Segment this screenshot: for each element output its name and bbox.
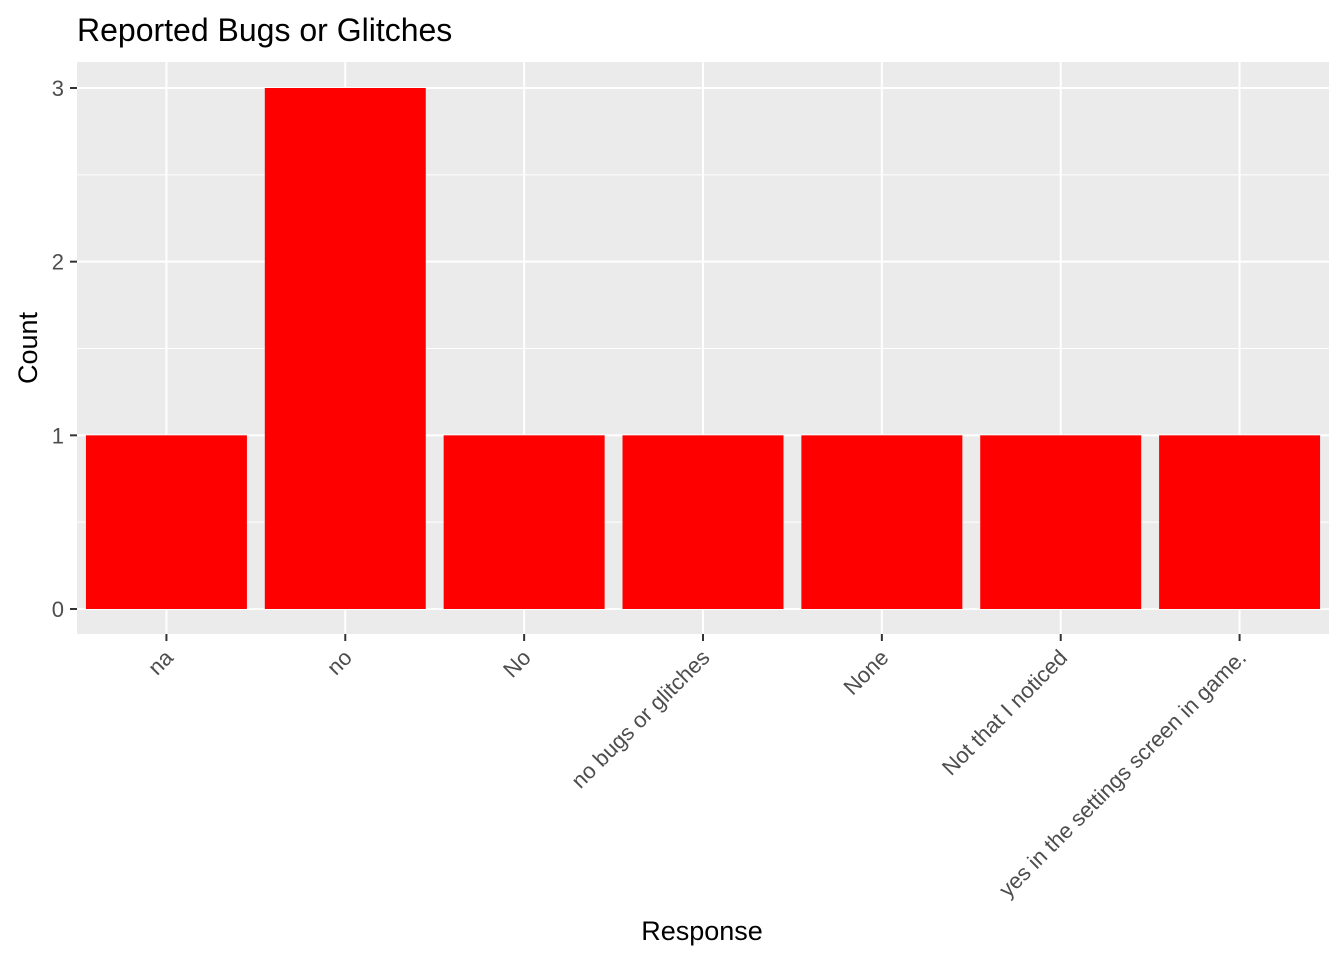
x-tick-label: no bugs or glitches: [566, 645, 714, 793]
x-tick-label: no: [322, 645, 357, 680]
bar: [443, 435, 605, 609]
x-tick-label: Not that I noticed: [937, 645, 1072, 780]
y-tick-label: 1: [52, 423, 64, 448]
y-axis-title: Count: [13, 311, 43, 384]
bar: [85, 435, 247, 609]
x-tick-label: None: [839, 645, 894, 700]
x-axis: na no No no bugs or glitches None Not that I …: [143, 634, 1251, 902]
bar: [801, 435, 963, 609]
bar: [622, 435, 784, 609]
y-tick-label: 3: [52, 76, 64, 101]
bar: [1159, 435, 1321, 609]
bars: [85, 88, 1321, 609]
x-axis-title: Response: [641, 916, 763, 946]
bar: [264, 88, 426, 609]
x-tick-label: No: [498, 645, 536, 683]
y-axis: 0 1 2 3: [52, 76, 77, 622]
chart-title: Reported Bugs or Glitches: [77, 12, 452, 48]
y-tick-label: 0: [52, 597, 64, 622]
x-tick-label: na: [143, 644, 179, 680]
bar: [980, 435, 1142, 609]
y-tick-label: 2: [52, 250, 64, 275]
